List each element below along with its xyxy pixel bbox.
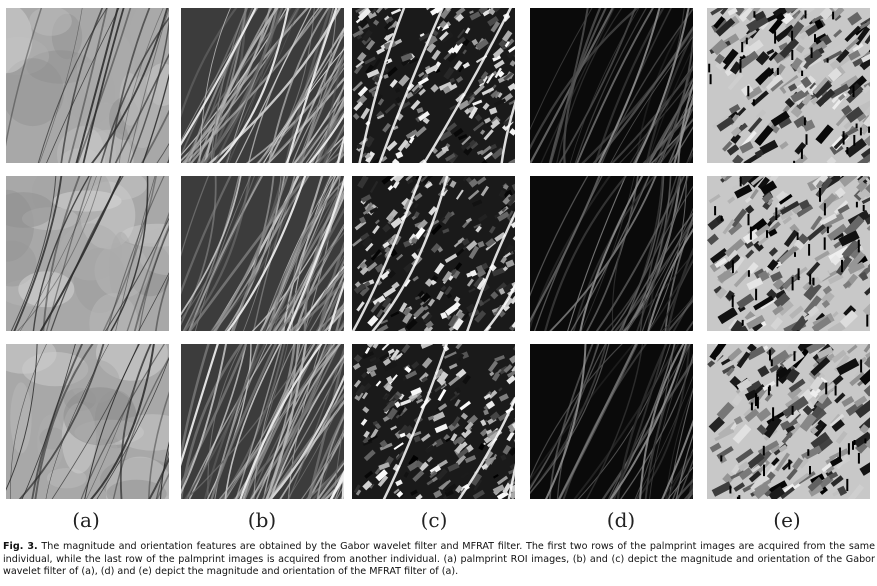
caption-label: Fig. 3.: [3, 541, 38, 552]
panel-image: [530, 8, 693, 163]
panel-d-row2: [530, 176, 693, 331]
panel-c-row2: [352, 176, 515, 331]
panel-image: [6, 176, 169, 331]
panel-image: [352, 344, 515, 499]
panel-image: [707, 176, 870, 331]
figure-grid: [6, 8, 870, 499]
panel-e-row2: [707, 176, 870, 331]
column-label-e: (e): [773, 508, 801, 532]
column-label-d: (d): [606, 508, 636, 532]
panel-e-row3: [707, 344, 870, 499]
panel-b-row2: [181, 176, 344, 331]
panel-image: [181, 344, 344, 499]
panel-b-row1: [181, 8, 344, 163]
panel-image: [6, 8, 169, 163]
caption-text: The magnitude and orientation features a…: [3, 541, 875, 577]
panel-a-row3: [6, 344, 169, 499]
panel-image: [530, 344, 693, 499]
panel-image: [707, 344, 870, 499]
panel-d-row3: [530, 344, 693, 499]
panel-e-row1: [707, 8, 870, 163]
figure-caption: Fig. 3. The magnitude and orientation fe…: [3, 541, 875, 579]
panel-image: [6, 344, 169, 499]
panel-image: [530, 176, 693, 331]
panel-image: [181, 176, 344, 331]
panel-d-row1: [530, 8, 693, 163]
panel-image: [707, 8, 870, 163]
panel-image: [352, 176, 515, 331]
panel-c-row1: [352, 8, 515, 163]
column-label-a: (a): [72, 508, 100, 532]
panel-a-row1: [6, 8, 169, 163]
panel-b-row3: [181, 344, 344, 499]
panel-c-row3: [352, 344, 515, 499]
panel-a-row2: [6, 176, 169, 331]
panel-image: [352, 8, 515, 163]
column-label-b: (b): [247, 508, 277, 532]
panel-image: [181, 8, 344, 163]
column-label-c: (c): [420, 508, 448, 532]
